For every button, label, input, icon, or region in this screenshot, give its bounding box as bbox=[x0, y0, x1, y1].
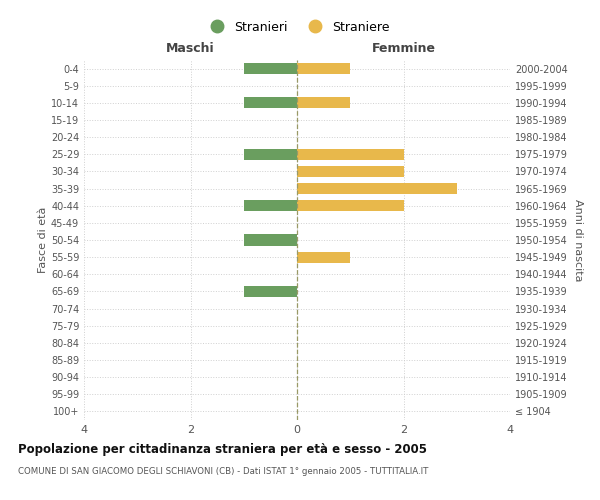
Bar bbox=[244, 98, 297, 108]
Y-axis label: Fasce di età: Fasce di età bbox=[38, 207, 48, 273]
Bar bbox=[297, 183, 457, 194]
Bar bbox=[297, 200, 404, 211]
Legend: Stranieri, Straniere: Stranieri, Straniere bbox=[199, 16, 395, 39]
Bar bbox=[297, 166, 404, 177]
Text: COMUNE DI SAN GIACOMO DEGLI SCHIAVONI (CB) - Dati ISTAT 1° gennaio 2005 - TUTTIT: COMUNE DI SAN GIACOMO DEGLI SCHIAVONI (C… bbox=[18, 468, 428, 476]
Text: Popolazione per cittadinanza straniera per età e sesso - 2005: Popolazione per cittadinanza straniera p… bbox=[18, 442, 427, 456]
Bar bbox=[244, 200, 297, 211]
Bar bbox=[244, 234, 297, 246]
Y-axis label: Anni di nascita: Anni di nascita bbox=[573, 198, 583, 281]
Bar bbox=[297, 148, 404, 160]
Text: Femmine: Femmine bbox=[371, 42, 436, 55]
Text: Maschi: Maschi bbox=[166, 42, 215, 55]
Bar bbox=[297, 252, 350, 262]
Bar bbox=[297, 98, 350, 108]
Bar bbox=[244, 286, 297, 297]
Bar bbox=[244, 148, 297, 160]
Bar bbox=[244, 63, 297, 74]
Bar bbox=[297, 63, 350, 74]
